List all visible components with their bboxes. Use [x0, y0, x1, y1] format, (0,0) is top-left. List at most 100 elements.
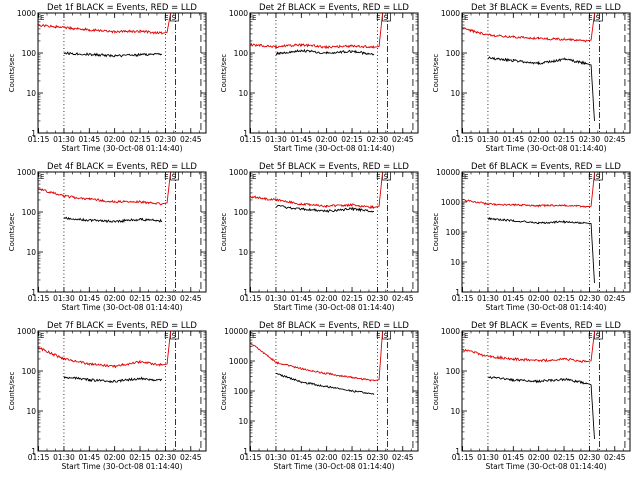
y-tick-label: 1 — [243, 447, 248, 456]
series-line-events — [275, 48, 375, 56]
x-axis-label: Start Time (30-Oct-08 01:14:40) — [485, 462, 606, 471]
x-tick-label: 01:45 — [290, 294, 312, 303]
y-tick-label: 1000 — [441, 198, 460, 207]
x-tick-label: 01:45 — [502, 453, 524, 462]
x-tick-label: 01:15 — [28, 135, 50, 144]
series-line-events — [275, 372, 375, 395]
x-tick-label: 02:45 — [604, 453, 626, 462]
plot-frame — [461, 171, 631, 293]
x-tick-label: 01:30 — [477, 453, 499, 462]
y-axis-label: Counts/sec — [220, 54, 228, 93]
y-tick-label: 10 — [450, 407, 460, 416]
x-axis-label: Start Time (30-Oct-08 01:14:40) — [273, 303, 394, 312]
flag-label: E — [464, 14, 468, 22]
y-tick-label: 1 — [243, 129, 248, 138]
series-line-lld — [38, 13, 171, 35]
flag-label: S — [171, 14, 176, 22]
x-tick-label: 02:45 — [604, 135, 626, 144]
series-line-events — [63, 216, 163, 224]
flag-label: E — [164, 173, 168, 181]
y-tick-label: 1000 — [17, 327, 36, 336]
y-tick-label: 10 — [238, 248, 248, 257]
y-tick-label: 1000 — [441, 9, 460, 18]
y-tick-label: 100 — [446, 228, 461, 237]
flag-label: E — [588, 14, 592, 22]
y-tick-label: 1 — [31, 447, 36, 456]
series-line-events — [487, 216, 595, 284]
panel-title: Det 7f BLACK = Events, RED = LLD — [47, 321, 197, 331]
y-tick-label: 10 — [450, 89, 460, 98]
flag-label: E — [464, 173, 468, 181]
y-tick-label: 100 — [234, 208, 249, 217]
x-tick-label: 01:15 — [28, 294, 50, 303]
series-line-events — [487, 56, 595, 122]
x-tick-label: 01:15 — [452, 135, 474, 144]
y-tick-label: 1 — [455, 447, 460, 456]
x-tick-label: 01:15 — [240, 453, 262, 462]
x-tick-label: 02:45 — [392, 453, 414, 462]
x-tick-label: 02:15 — [129, 453, 151, 462]
y-tick-label: 1000 — [17, 168, 36, 177]
flag-label: S — [383, 173, 388, 181]
y-tick-label: 1 — [455, 288, 460, 297]
y-tick-label: 10000 — [436, 168, 460, 177]
flag-box — [170, 12, 179, 22]
flag-label: E — [40, 173, 44, 181]
x-tick-label: 02:00 — [104, 453, 126, 462]
x-tick-label: 01:30 — [53, 294, 75, 303]
y-tick-label: 10000 — [224, 327, 248, 336]
x-tick-label: 01:45 — [290, 135, 312, 144]
x-tick-label: 01:15 — [240, 294, 262, 303]
y-tick-label: 100 — [446, 367, 461, 376]
flag-label: E — [164, 14, 168, 22]
y-tick-label: 1 — [31, 129, 36, 138]
x-tick-label: 02:30 — [579, 135, 601, 144]
x-axis-label: Start Time (30-Oct-08 01:14:40) — [485, 144, 606, 153]
flag-label: E — [40, 14, 44, 22]
x-tick-label: 02:00 — [528, 453, 550, 462]
detector-panel-5: Det 5f BLACK = Events, RED = LLD 1 10 100 10… — [220, 162, 419, 312]
detector-panel-6: Det 6f BLACK = Events, RED = LLD 1 10 100 10… — [432, 162, 631, 312]
x-tick-label: 02:30 — [579, 294, 601, 303]
y-axis-label: Counts/sec — [432, 213, 440, 252]
x-tick-label: 02:30 — [155, 453, 177, 462]
plot-frame — [461, 12, 631, 134]
x-tick-label: 02:45 — [604, 294, 626, 303]
panel-title: Det 6f BLACK = Events, RED = LLD — [471, 162, 621, 172]
x-tick-label: 01:30 — [265, 294, 287, 303]
x-tick-label: 02:30 — [155, 135, 177, 144]
x-tick-label: 02:30 — [579, 453, 601, 462]
x-axis-label: Start Time (30-Oct-08 01:14:40) — [61, 462, 182, 471]
flag-label: E — [40, 332, 44, 340]
flag-label: S — [595, 332, 600, 340]
flag-label: S — [383, 332, 388, 340]
x-tick-label: 02:45 — [392, 294, 414, 303]
series-line-lld — [462, 173, 595, 208]
panel-title: Det 1f BLACK = Events, RED = LLD — [47, 3, 197, 13]
y-tick-label: 100 — [234, 49, 249, 58]
x-tick-label: 02:00 — [528, 135, 550, 144]
series-line-lld — [462, 331, 595, 363]
x-tick-label: 02:15 — [341, 453, 363, 462]
panel-title: Det 2f BLACK = Events, RED = LLD — [259, 3, 409, 13]
panel-title: Det 9f BLACK = Events, RED = LLD — [471, 321, 621, 331]
flag-label: S — [595, 14, 600, 22]
y-tick-label: 1000 — [17, 9, 36, 18]
y-tick-label: 100 — [446, 49, 461, 58]
panel-title: Det 5f BLACK = Events, RED = LLD — [259, 162, 409, 172]
y-tick-label: 1 — [455, 129, 460, 138]
y-axis-label: Counts/sec — [220, 372, 228, 411]
x-tick-label: 01:45 — [78, 453, 100, 462]
plot-frame — [249, 171, 419, 293]
plot-frame — [37, 12, 207, 134]
plot-frame — [37, 171, 207, 293]
x-tick-label: 02:30 — [367, 294, 389, 303]
x-axis-label: Start Time (30-Oct-08 01:14:40) — [485, 303, 606, 312]
y-tick-label: 1 — [243, 288, 248, 297]
x-tick-label: 02:15 — [553, 135, 575, 144]
x-tick-label: 02:15 — [129, 135, 151, 144]
x-axis-label: Start Time (30-Oct-08 01:14:40) — [61, 303, 182, 312]
series-line-events — [275, 204, 375, 214]
y-tick-label: 1000 — [229, 357, 248, 366]
y-axis-label: Counts/sec — [8, 372, 16, 411]
